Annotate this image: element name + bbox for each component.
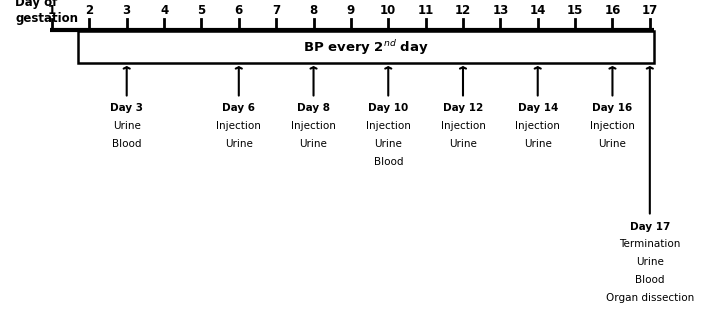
Text: Day 6: Day 6 [222, 104, 255, 114]
Text: Injection: Injection [291, 121, 336, 131]
Text: 3: 3 [123, 4, 130, 17]
Text: Injection: Injection [515, 121, 560, 131]
Text: BP every 2$^{nd}$ day: BP every 2$^{nd}$ day [303, 38, 429, 57]
Text: Day 14: Day 14 [518, 104, 558, 114]
Text: 11: 11 [418, 4, 434, 17]
Text: Injection: Injection [590, 121, 635, 131]
Text: Day 16: Day 16 [593, 104, 632, 114]
Text: 5: 5 [198, 4, 205, 17]
Text: Urine: Urine [299, 139, 327, 149]
Text: 8: 8 [309, 4, 318, 17]
Text: Day 3: Day 3 [111, 104, 143, 114]
Text: 2: 2 [86, 4, 93, 17]
Text: Urine: Urine [598, 139, 627, 149]
Text: Termination: Termination [619, 239, 680, 249]
Text: Blood: Blood [374, 157, 403, 167]
Text: 13: 13 [492, 4, 508, 17]
Text: Injection: Injection [216, 121, 261, 131]
Text: Organ dissection: Organ dissection [606, 293, 694, 303]
Text: Day 10: Day 10 [368, 104, 409, 114]
Text: 14: 14 [530, 4, 546, 17]
Text: Day of
gestation: Day of gestation [16, 0, 78, 25]
Bar [78, 32, 654, 63]
Text: Day 8: Day 8 [297, 104, 330, 114]
Text: 12: 12 [455, 4, 471, 17]
Text: Urine: Urine [113, 121, 140, 131]
Text: 16: 16 [605, 4, 620, 17]
Text: 9: 9 [347, 4, 355, 17]
Text: 1: 1 [48, 4, 56, 17]
Text: Urine: Urine [524, 139, 552, 149]
Text: Urine: Urine [636, 257, 664, 267]
Text: Urine: Urine [449, 139, 477, 149]
Text: 7: 7 [272, 4, 280, 17]
Text: 10: 10 [380, 4, 396, 17]
Text: Urine: Urine [374, 139, 402, 149]
Text: Blood: Blood [635, 275, 665, 285]
Text: Injection: Injection [441, 121, 486, 131]
Text: Injection: Injection [366, 121, 411, 131]
Text: 17: 17 [642, 4, 658, 17]
Text: 6: 6 [235, 4, 243, 17]
Text: 15: 15 [567, 4, 583, 17]
Text: Blood: Blood [112, 139, 141, 149]
Text: 4: 4 [160, 4, 168, 17]
Text: Day 17: Day 17 [630, 221, 670, 231]
Text: Urine: Urine [225, 139, 252, 149]
Text: Day 12: Day 12 [443, 104, 483, 114]
